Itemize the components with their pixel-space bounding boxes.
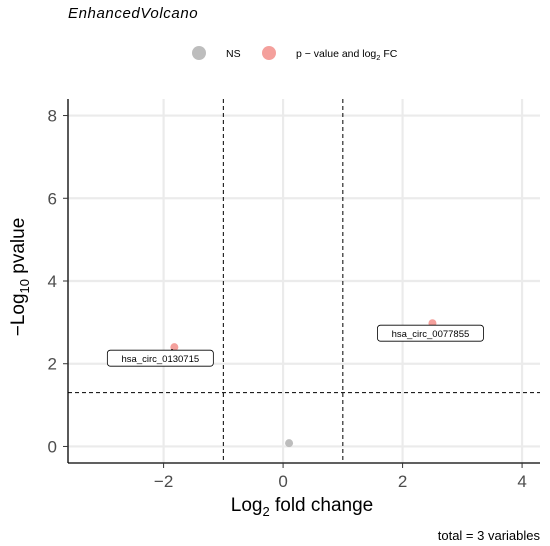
y-tick-label: 4 <box>48 272 57 291</box>
caption: total = 3 variables <box>438 528 541 543</box>
svg-text:Log2 fold change: Log2 fold change <box>231 495 373 519</box>
plot-area: −2 0 2 4 0 2 4 6 8 hsa_circ_0130715 hsa_circ_00778… <box>48 99 540 491</box>
chart-title: EnhancedVolcano <box>68 5 198 22</box>
point-label-box <box>377 324 484 342</box>
y-tick-label: 8 <box>48 107 57 126</box>
point-label: hsa_circ_0130715 <box>122 354 200 365</box>
legend-label-significant: p − value and log2 FC <box>296 48 398 62</box>
point-label: hsa_circ_0077855 <box>392 329 470 340</box>
y-tick-label: 6 <box>48 189 57 208</box>
y-tick-label: 2 <box>48 355 57 374</box>
legend-swatch-significant <box>262 46 276 60</box>
x-tick-label: 0 <box>278 472 287 491</box>
legend: NS p − value and log2 FC <box>192 46 398 62</box>
y-tick-label: 0 <box>48 437 57 456</box>
y-axis-title: −Log10 pvalue <box>8 218 32 337</box>
svg-text:−Log10 pvalue: −Log10 pvalue <box>8 218 32 337</box>
x-tick-label: −2 <box>154 472 173 491</box>
legend-swatch-ns <box>192 46 206 60</box>
x-tick-label: 2 <box>398 472 407 491</box>
data-point <box>285 439 294 448</box>
x-axis-title: Log2 fold change <box>231 495 373 519</box>
x-tick-label: 4 <box>517 472 526 491</box>
point-label-box <box>106 349 214 367</box>
legend-label-ns: NS <box>226 48 241 60</box>
